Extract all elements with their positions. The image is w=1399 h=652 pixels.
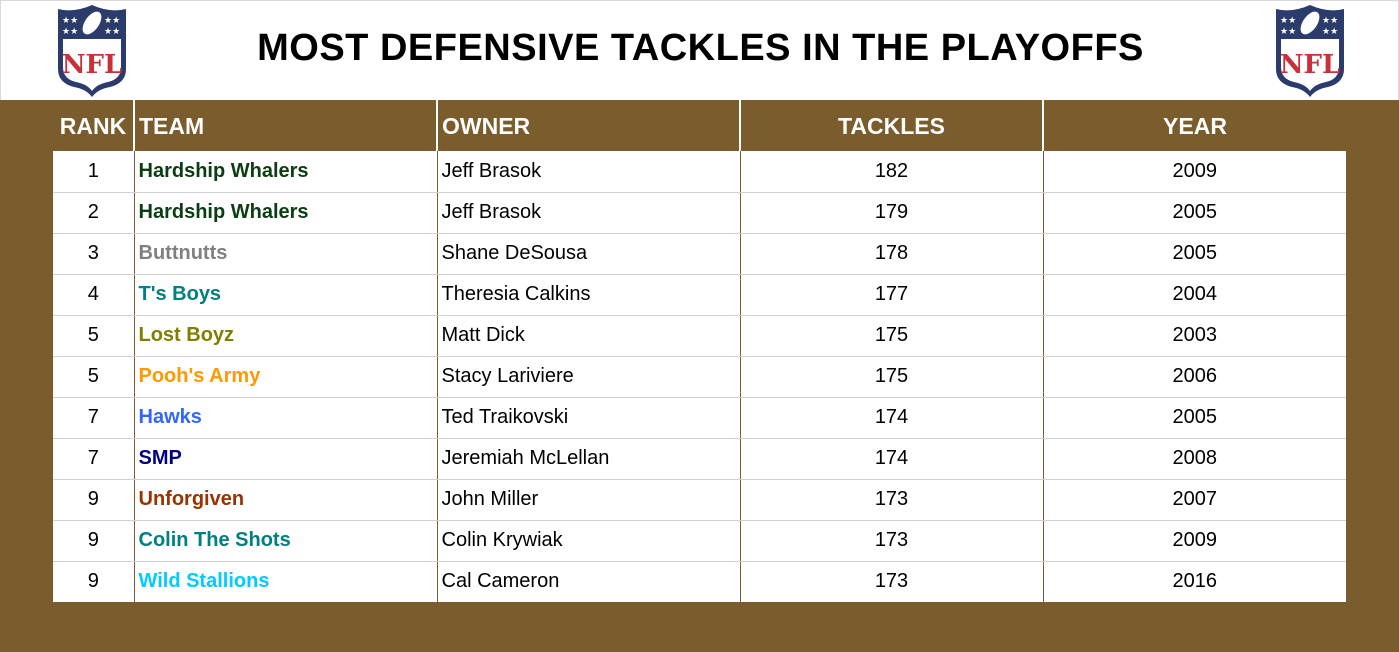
owner-cell: Ted Traikovski [436,397,740,439]
rank-cell: 5 [53,356,134,398]
svg-text:★★: ★★ [1280,16,1296,26]
tackles-cell: 174 [739,438,1043,480]
team-cell: Hardship Whalers [133,151,437,193]
svg-text:★★: ★★ [104,27,120,37]
nfl-logo-icon: ★★★★ ★★★★ NFL [58,5,126,97]
table-row: 7 Hawks Ted Traikovski 174 2005 [53,397,1346,439]
owner-cell: Theresia Calkins [436,274,740,316]
column-header-rank: RANK [53,100,134,151]
year-cell: 2004 [1042,274,1346,316]
table-row: 1 Hardship Whalers Jeff Brasok 182 2009 [53,151,1346,193]
rank-cell: 2 [53,192,134,234]
team-cell: Wild Stallions [133,561,437,602]
owner-cell: Colin Krywiak [436,520,740,562]
rank-cell: 9 [53,561,134,602]
tackles-cell: 175 [739,315,1043,357]
table-row: 9 Colin The Shots Colin Krywiak 173 2009 [53,520,1346,562]
owner-cell: Stacy Lariviere [436,356,740,398]
svg-text:★★: ★★ [104,16,120,26]
table-row: 7 SMP Jeremiah McLellan 174 2008 [53,438,1346,480]
table-row: 9 Unforgiven John Miller 173 2007 [53,479,1346,521]
column-header-year: YEAR [1042,100,1346,151]
tackles-cell: 175 [739,356,1043,398]
year-cell: 2005 [1042,233,1346,275]
year-cell: 2005 [1042,192,1346,234]
team-cell: Hardship Whalers [133,192,437,234]
owner-cell: Shane DeSousa [436,233,740,275]
tackles-cell: 174 [739,397,1043,439]
tackles-cell: 173 [739,520,1043,562]
year-cell: 2006 [1042,356,1346,398]
team-cell: Buttnutts [133,233,437,275]
page-title: MOST DEFENSIVE TACKLES IN THE PLAYOFFS [257,27,1144,69]
tackles-cell: 182 [739,151,1043,193]
year-cell: 2007 [1042,479,1346,521]
team-cell: Pooh's Army [133,356,437,398]
owner-cell: John Miller [436,479,740,521]
rank-cell: 5 [53,315,134,357]
owner-cell: Matt Dick [436,315,740,357]
rank-cell: 9 [53,479,134,521]
rank-cell: 3 [53,233,134,275]
owner-cell: Jeremiah McLellan [436,438,740,480]
table-header-row: RANK TEAM OWNER TACKLES YEAR [53,100,1346,151]
column-header-tackles: TACKLES [739,100,1043,151]
table-row: 2 Hardship Whalers Jeff Brasok 179 2005 [53,192,1346,234]
svg-text:★★: ★★ [62,16,78,26]
tackles-cell: 173 [739,561,1043,602]
year-cell: 2016 [1042,561,1346,602]
year-cell: 2009 [1042,520,1346,562]
table-row: 5 Lost Boyz Matt Dick 175 2003 [53,315,1346,357]
svg-text:NFL: NFL [1280,50,1341,80]
rank-cell: 9 [53,520,134,562]
table-row: 3 Buttnutts Shane DeSousa 178 2005 [53,233,1346,275]
svg-text:★★: ★★ [1280,27,1296,37]
svg-text:NFL: NFL [62,50,123,80]
year-cell: 2003 [1042,315,1346,357]
year-cell: 2008 [1042,438,1346,480]
year-cell: 2005 [1042,397,1346,439]
header: ★★ ★★ ★★ ★★ NFL MOST DEFENSIVE TACKLES IN … [1,1,1398,100]
owner-cell: Jeff Brasok [436,151,740,193]
team-cell: SMP [133,438,437,480]
team-cell: Unforgiven [133,479,437,521]
tackles-cell: 178 [739,233,1043,275]
table-row: 5 Pooh's Army Stacy Lariviere 175 2006 [53,356,1346,398]
nfl-logo-icon: ★★★★ ★★★★ NFL [1276,5,1344,97]
svg-text:★★: ★★ [1322,16,1338,26]
owner-cell: Cal Cameron [436,561,740,602]
rank-cell: 4 [53,274,134,316]
team-cell: T's Boys [133,274,437,316]
rank-cell: 7 [53,438,134,480]
team-cell: Lost Boyz [133,315,437,357]
svg-text:★★: ★★ [1322,27,1338,37]
tackles-table: RANK TEAM OWNER TACKLES YEAR 1 Hardship W… [53,100,1346,602]
tackles-cell: 179 [739,192,1043,234]
rank-cell: 1 [53,151,134,193]
table-row: 4 T's Boys Theresia Calkins 177 2004 [53,274,1346,316]
tackles-cell: 173 [739,479,1043,521]
owner-cell: Jeff Brasok [436,192,740,234]
tackles-cell: 177 [739,274,1043,316]
column-header-team: TEAM [133,100,437,151]
team-cell: Hawks [133,397,437,439]
column-header-owner: OWNER [436,100,740,151]
year-cell: 2009 [1042,151,1346,193]
table-row: 9 Wild Stallions Cal Cameron 173 2016 [53,561,1346,602]
rank-cell: 7 [53,397,134,439]
svg-text:★★: ★★ [62,27,78,37]
team-cell: Colin The Shots [133,520,437,562]
